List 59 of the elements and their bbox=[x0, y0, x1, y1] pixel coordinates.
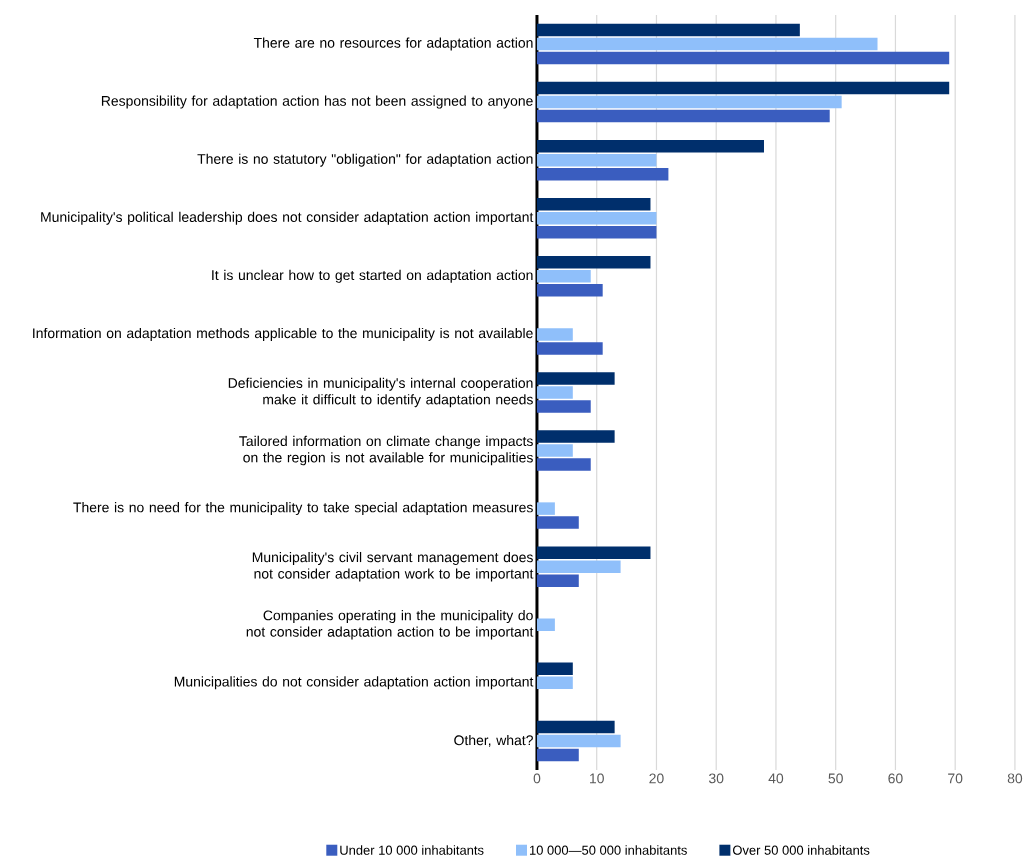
bar bbox=[536, 574, 579, 587]
bar bbox=[536, 546, 651, 559]
y-tick-label: Municipality's civil servant management does not consider adaptation work to be important bbox=[252, 551, 534, 582]
bar bbox=[536, 139, 764, 153]
bar bbox=[536, 198, 651, 211]
bar bbox=[536, 516, 579, 529]
bar bbox=[536, 270, 591, 283]
bar bbox=[536, 256, 651, 269]
bar bbox=[536, 109, 830, 123]
bar bbox=[536, 37, 878, 51]
bar bbox=[536, 153, 657, 167]
y-tick-label: Municipality's political leadership does not consider adaptation action important bbox=[41, 211, 534, 225]
x-tick-label: 0 bbox=[533, 773, 541, 784]
bar bbox=[536, 618, 555, 632]
y-tick-label: Responsibility for adaptation action has not been assigned to anyone bbox=[101, 95, 533, 109]
bar bbox=[536, 400, 591, 413]
y-tick-label: Tailored information on climate change impacts on the region is not available for municipalities bbox=[239, 435, 533, 466]
bar bbox=[536, 748, 579, 762]
bar bbox=[536, 226, 657, 239]
y-tick-label: It is unclear how to get started on adaptation action bbox=[212, 269, 533, 283]
bar bbox=[536, 167, 669, 181]
y-tick-label: Other, what? bbox=[454, 734, 533, 747]
bar bbox=[536, 458, 591, 471]
bar bbox=[536, 51, 950, 65]
x-tick-label: 80 bbox=[1007, 773, 1023, 784]
legend-label: 10 000—50 000 inhabitants bbox=[529, 845, 687, 855]
bar bbox=[536, 662, 573, 676]
x-tick-label: 20 bbox=[649, 773, 664, 784]
bar bbox=[536, 95, 842, 109]
y-tick-label: Information on adaptation methods applicable to the municipality is not available bbox=[33, 327, 533, 341]
legend-label: Over 50 000 inhabitants bbox=[733, 845, 870, 855]
x-tick-label: 70 bbox=[948, 773, 963, 784]
legend-label: Under 10 000 inhabitants bbox=[340, 845, 484, 855]
x-tick-label: 10 bbox=[590, 773, 604, 784]
bar bbox=[536, 284, 603, 297]
x-tick-label: 60 bbox=[888, 773, 903, 784]
y-tick-label: There is no statutory "obligation" for adaptation action bbox=[197, 153, 533, 167]
bar bbox=[536, 720, 615, 734]
y-tick-label: Municipalities do not consider adaptation action important bbox=[174, 676, 534, 690]
bar bbox=[536, 212, 657, 225]
bar bbox=[536, 560, 621, 573]
bar bbox=[536, 23, 800, 37]
x-tick-label: 50 bbox=[828, 773, 843, 784]
bar bbox=[536, 372, 615, 385]
bar bbox=[536, 676, 573, 690]
bar bbox=[536, 386, 573, 399]
bar bbox=[536, 734, 621, 748]
bar bbox=[536, 502, 555, 515]
bar bbox=[536, 430, 615, 443]
x-tick-label: 30 bbox=[708, 773, 724, 784]
y-tick-label: Deficiencies in municipality's internal cooperation make it difficult to identify adaptation needs bbox=[228, 377, 533, 408]
y-tick-label: There is no need for the municipality to take special adaptation measures bbox=[73, 502, 533, 516]
x-tick-label: 40 bbox=[768, 773, 784, 784]
bar bbox=[536, 328, 573, 341]
bar bbox=[536, 81, 950, 95]
bar bbox=[536, 444, 573, 457]
y-tick-label: Companies operating in the municipality do not consider adaptation action to be important bbox=[246, 610, 534, 640]
y-tick-label: There are no resources for adaptation action bbox=[253, 37, 533, 51]
bar bbox=[536, 342, 603, 355]
